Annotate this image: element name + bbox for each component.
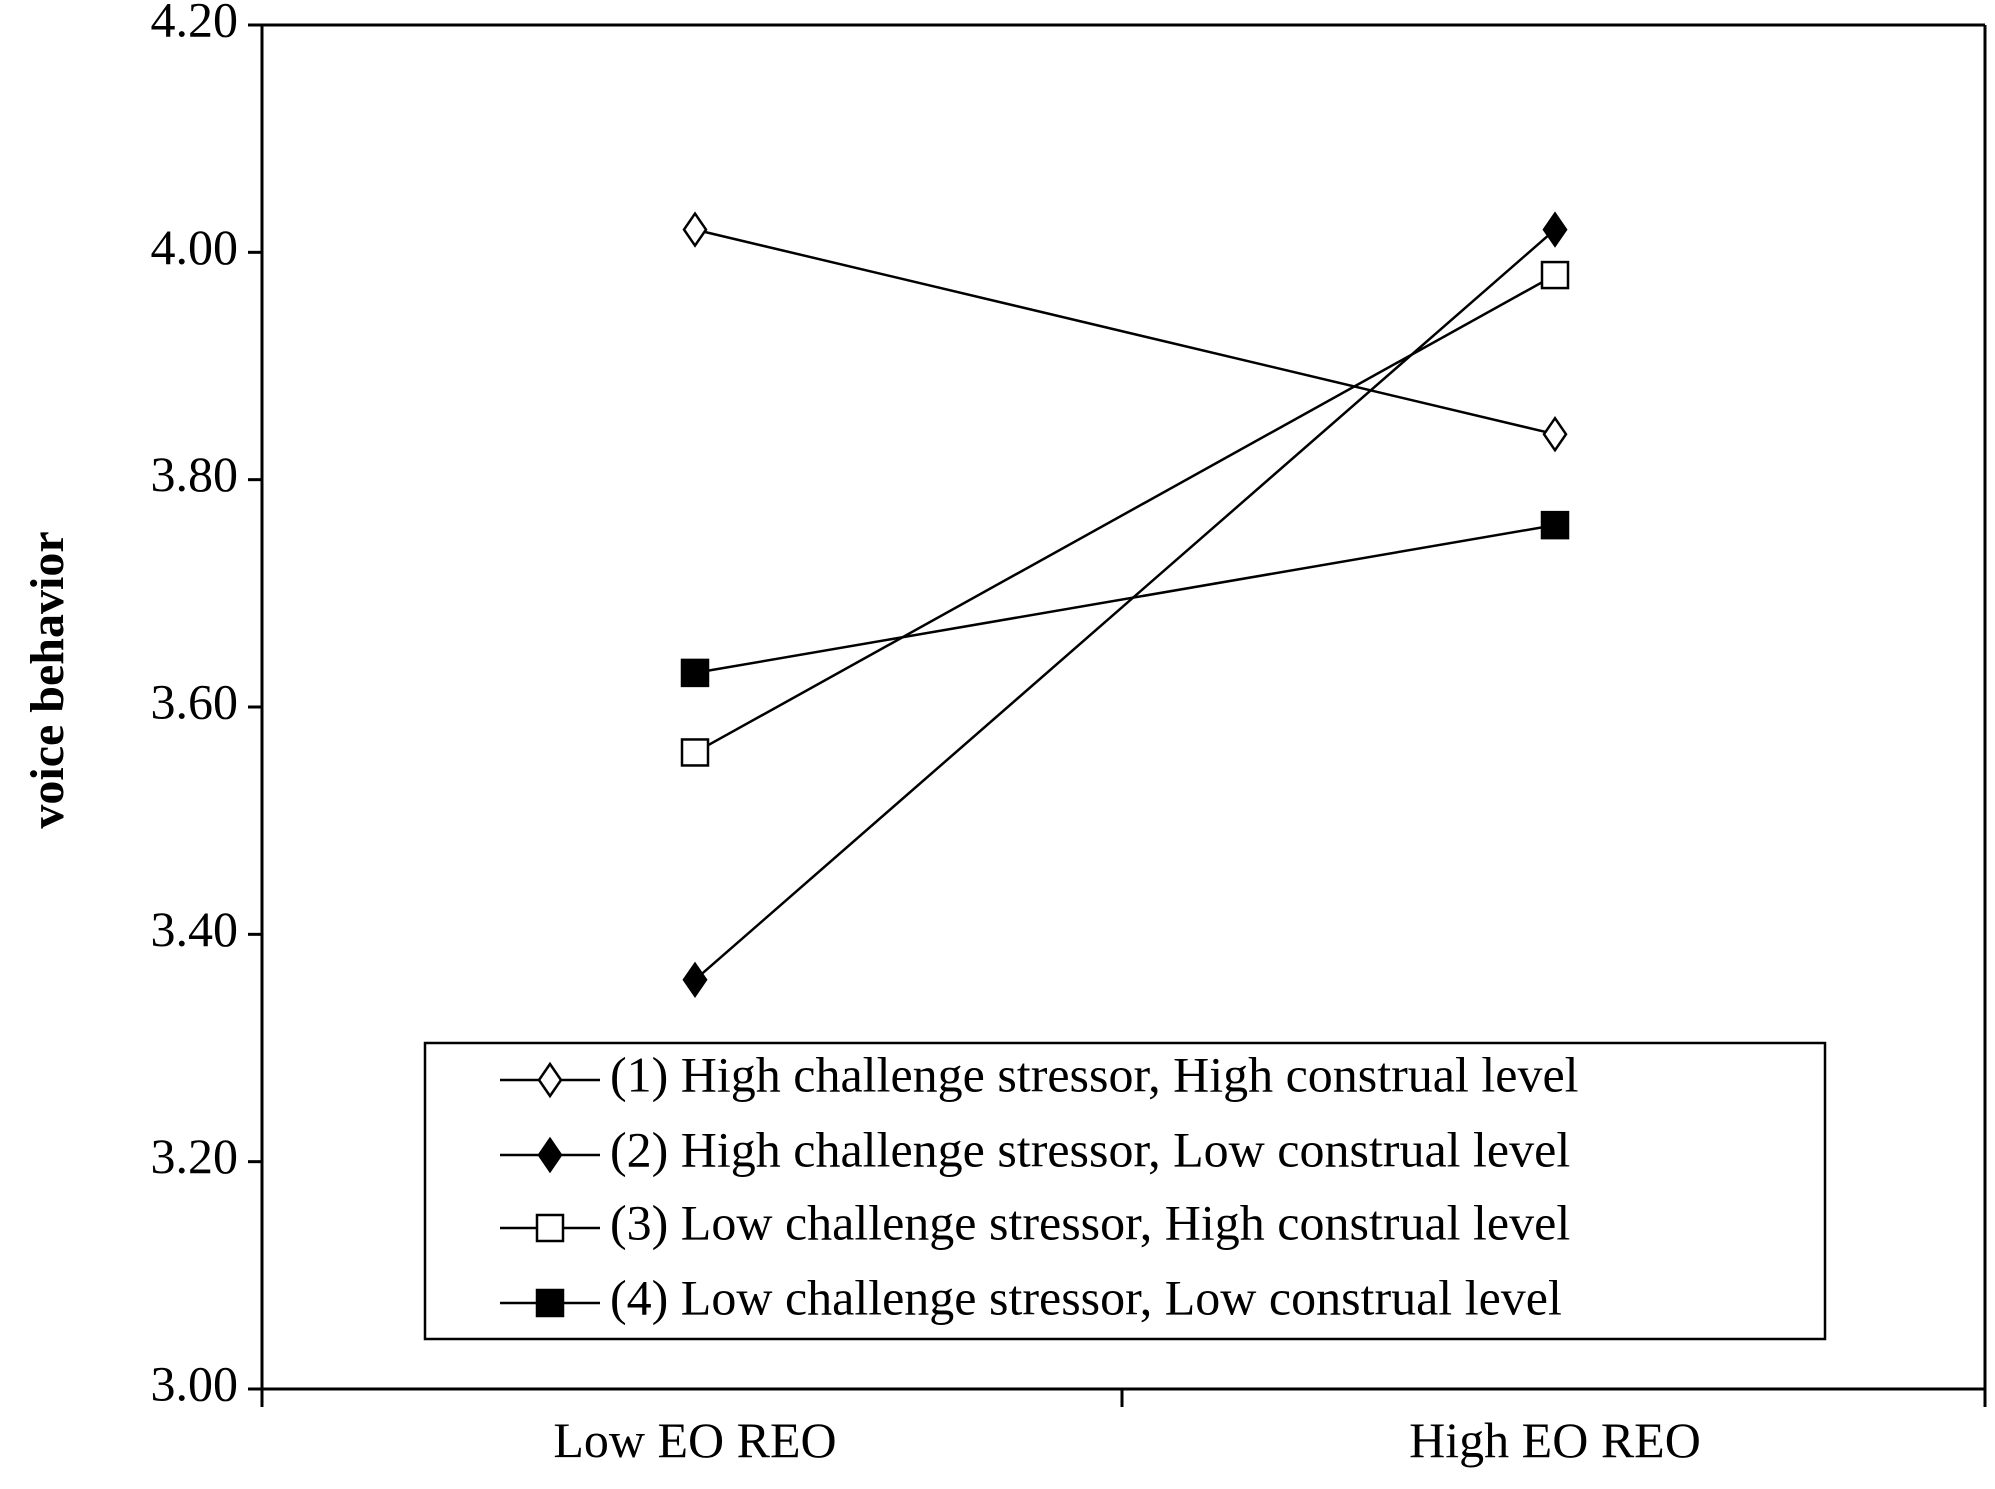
legend-label-3: (3) Low challenge stressor, High constru… — [610, 1194, 1570, 1250]
legend-label-2: (2) High challenge stressor, Low constru… — [610, 1121, 1570, 1177]
legend-box — [423, 1041, 1827, 1341]
series-2-point-1 — [682, 961, 708, 999]
x-tick-label: Low EO REO — [553, 1412, 836, 1468]
legend-label-4: (4) Low challenge stressor, Low construa… — [610, 1269, 1562, 1325]
series-line-4 — [694, 523, 1556, 675]
series-3-point-2 — [1540, 260, 1570, 290]
y-axis-ticks: 3.00 3.20 3.40 3.60 3.80 4.00 4.20 — [151, 0, 262, 1411]
legend-marker-4 — [535, 1288, 565, 1318]
y-tick-label: 3.20 — [151, 1128, 239, 1184]
series-4-point-1 — [680, 658, 710, 688]
series-lines — [694, 228, 1556, 981]
legend-label-1: (1) High challenge stressor, High constr… — [610, 1046, 1579, 1102]
y-tick-label: 3.80 — [151, 446, 239, 502]
series-line-2 — [694, 228, 1556, 981]
series-4-point-2 — [1540, 510, 1570, 540]
y-tick-label: 3.00 — [151, 1355, 239, 1411]
series-line-1 — [694, 228, 1556, 436]
x-tick-label: High EO REO — [1409, 1412, 1701, 1468]
series-2-point-2 — [1542, 211, 1568, 248]
y-tick-label: 4.20 — [151, 0, 239, 47]
y-tick-label: 4.00 — [151, 219, 239, 275]
series-1-point-2 — [1542, 415, 1568, 453]
legend-marker-1 — [537, 1061, 563, 1099]
legend: (1) High challenge stressor, High constr… — [423, 1041, 1827, 1341]
y-axis-title: voice behavior — [21, 531, 74, 828]
x-axis-ticks: Low EO REO High EO REO — [260, 1389, 1987, 1468]
series-3-point-1 — [680, 738, 710, 767]
series-markers — [680, 211, 1570, 999]
series-1-point-1 — [682, 211, 708, 248]
series-line-3 — [694, 273, 1556, 754]
legend-marker-2 — [537, 1136, 563, 1174]
legend-marker-3 — [535, 1213, 565, 1243]
y-tick-label: 3.40 — [151, 901, 239, 957]
y-tick-label: 3.60 — [151, 673, 239, 729]
